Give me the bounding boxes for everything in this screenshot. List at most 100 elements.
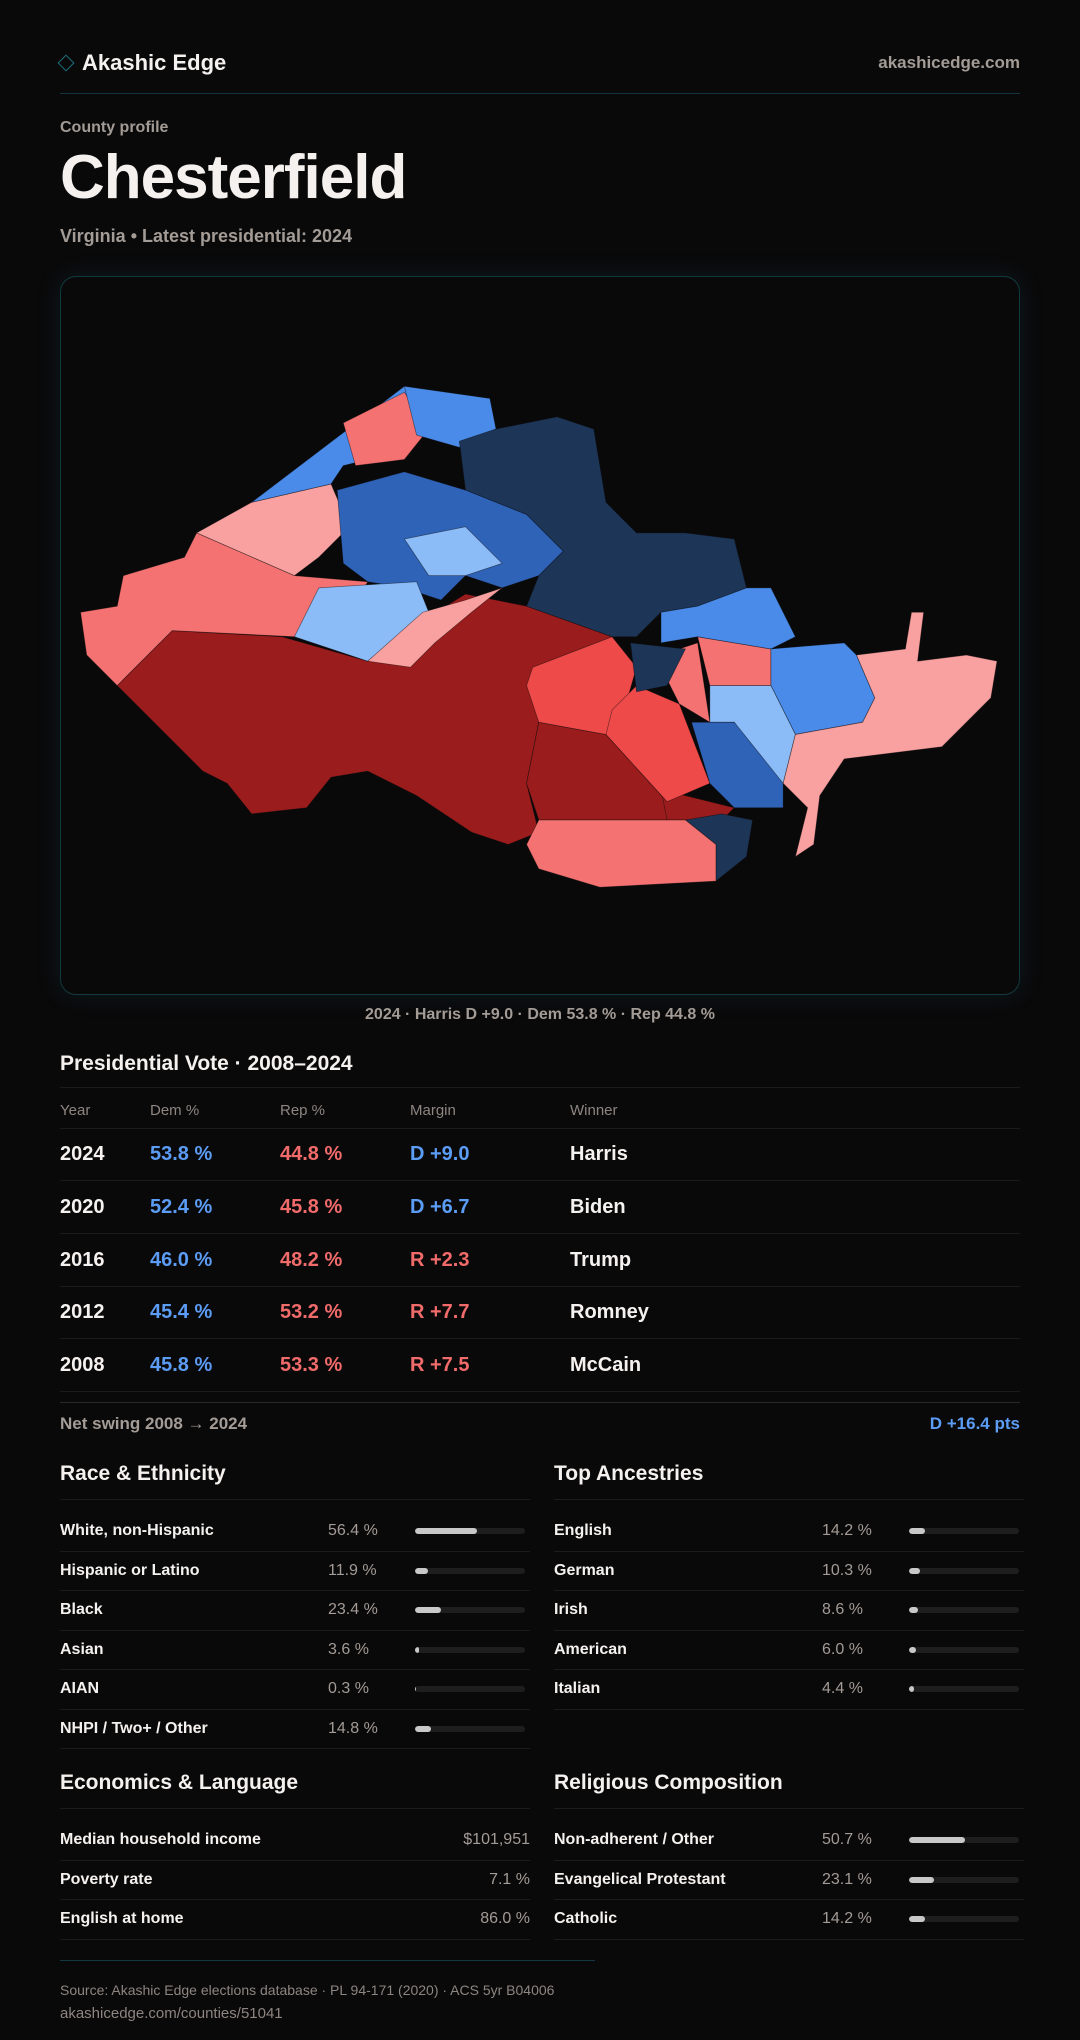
rep-cell: 45.8 % [280,1196,410,1219]
race-title: Race & Ethnicity [60,1448,530,1500]
brand[interactable]: Akashic Edge [60,50,226,76]
stat-value: 14.2 % [822,1522,909,1540]
stat-bar [415,1686,525,1692]
presidential-title: Presidential Vote · 2008–2024 [60,1052,353,1076]
stat-bar [415,1647,525,1653]
source-note: Source: Akashic Edge elections database … [60,1978,595,2002]
stat-bar-fill [415,1568,428,1574]
stat-bar [909,1837,1019,1843]
stat-bar-fill [909,1528,925,1534]
year-cell: 2020 [60,1196,150,1219]
dem-cell: 45.4 % [150,1301,280,1324]
net-swing: Net swing 2008 → 2024 D +16.4 pts [60,1414,1020,1434]
dem-cell: 45.8 % [150,1354,280,1377]
site-link[interactable]: akashicedge.com [878,53,1020,73]
stat-bar [909,1568,1019,1574]
stat-value: 11.9 % [328,1562,415,1580]
map-caption: 2024 · Harris D +9.0 · Dem 53.8 % · Rep … [60,1006,1020,1024]
stat-bar-fill [909,1877,934,1883]
stat-label: Catholic [554,1910,822,1928]
stat-value: 7.1 % [489,1871,530,1889]
stat-bar-fill [415,1528,477,1534]
precinct-lean-rep[interactable] [527,820,716,887]
rep-cell: 53.3 % [280,1354,410,1377]
col-margin: Margin [410,1102,570,1119]
dem-cell: 46.0 % [150,1249,280,1272]
stat-label: English [554,1522,822,1540]
stat-label: White, non-Hispanic [60,1522,328,1540]
stat-value: 23.1 % [822,1871,909,1889]
stat-value: 6.0 % [822,1641,909,1659]
stat-bar [909,1877,1019,1883]
table-header: Year Dem % Rep % Margin Winner [60,1100,1020,1120]
stat-bar [415,1528,525,1534]
swing-value: D +16.4 pts [930,1414,1020,1434]
year-cell: 2012 [60,1301,150,1324]
stat-label: NHPI / Two+ / Other [60,1720,328,1738]
stat-value: $101,951 [463,1831,530,1849]
stat-bar-fill [415,1726,431,1732]
winner-cell: Trump [570,1249,1020,1272]
stat-label: English at home [60,1910,328,1928]
religion-panel: Religious Composition Non-adherent / Oth… [554,1757,1024,1940]
precinct-map[interactable] [60,276,1020,995]
margin-cell: R +2.3 [410,1249,570,1272]
divider [60,93,1020,94]
stat-bar-fill [909,1647,916,1653]
stat-value: 14.8 % [328,1720,415,1738]
rep-cell: 53.2 % [280,1301,410,1324]
footer-url[interactable]: akashicedge.com/counties/51041 [60,2002,595,2026]
col-rep: Rep % [280,1102,410,1119]
dem-cell: 52.4 % [150,1196,280,1219]
year-cell: 2008 [60,1354,150,1377]
stat-value: 56.4 % [328,1522,415,1540]
stat-label: Irish [554,1601,822,1619]
ancestry-title: Top Ancestries [554,1448,1024,1500]
stat-label: German [554,1562,822,1580]
year-cell: 2016 [60,1249,150,1272]
stat-bar-fill [415,1647,419,1653]
economics-title: Economics & Language [60,1757,530,1809]
footer: Source: Akashic Edge elections database … [60,1960,595,2026]
col-winner: Winner [570,1102,1020,1119]
col-year: Year [60,1102,150,1119]
stat-label: Asian [60,1641,328,1659]
winner-cell: Romney [570,1301,1020,1324]
divider [60,1087,1020,1088]
margin-cell: D +9.0 [410,1143,570,1166]
stat-bar [415,1607,525,1613]
stat-bar-fill [415,1607,441,1613]
stat-bar-fill [909,1916,925,1922]
stat-value: 10.3 % [822,1562,909,1580]
stat-label: American [554,1641,822,1659]
winner-cell: McCain [570,1354,1020,1377]
margin-cell: R +7.5 [410,1354,570,1377]
stat-value: 0.3 % [328,1680,415,1698]
stat-value: 23.4 % [328,1601,415,1619]
stat-label: Italian [554,1680,822,1698]
brand-name: Akashic Edge [82,50,226,76]
page-title: Chesterfield [60,142,406,213]
stat-value: 4.4 % [822,1680,909,1698]
stat-bar [415,1568,525,1574]
rep-cell: 44.8 % [280,1143,410,1166]
stat-bar [909,1528,1019,1534]
winner-cell: Harris [570,1143,1020,1166]
stat-label: Hispanic or Latino [60,1562,328,1580]
map-svg[interactable] [61,277,1019,994]
